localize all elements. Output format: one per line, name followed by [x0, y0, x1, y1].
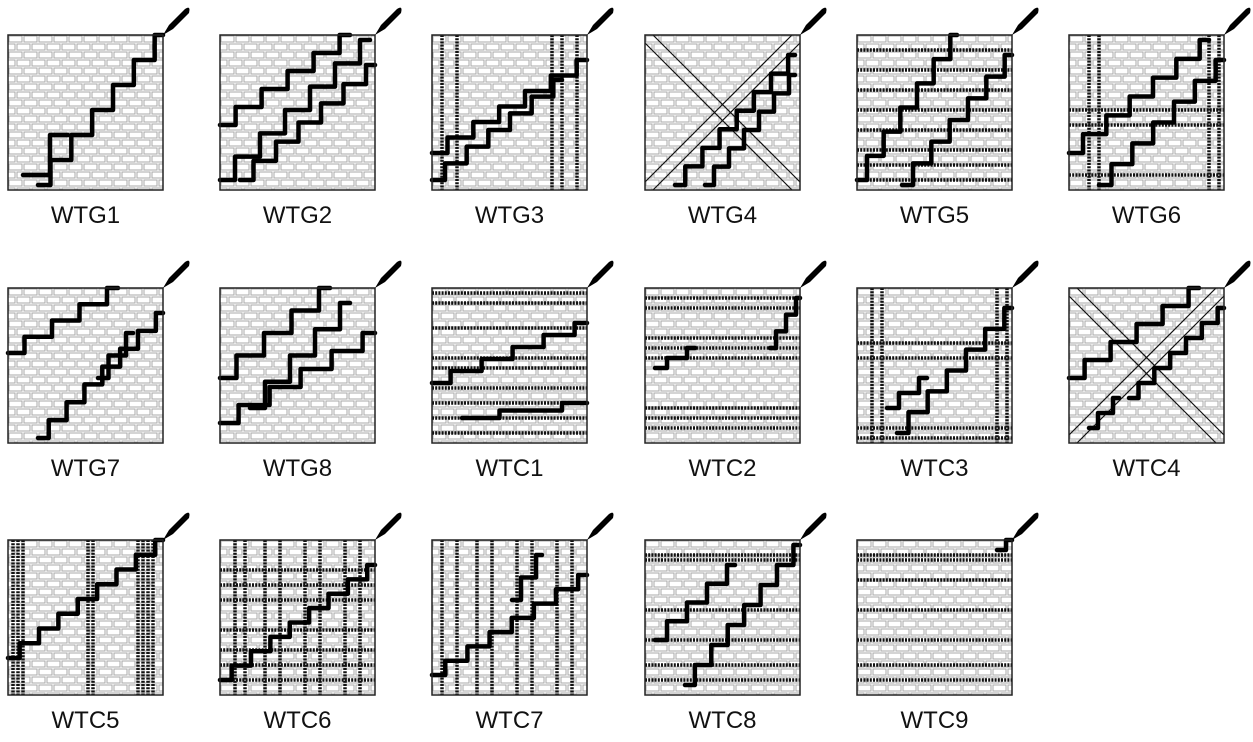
panel: WTC4	[1069, 261, 1251, 482]
panel: WTC6	[220, 513, 402, 734]
pencil	[375, 261, 402, 288]
pencil	[163, 8, 190, 35]
panel: WTC9	[857, 513, 1039, 734]
panel: WTG3	[432, 8, 614, 229]
pencil	[163, 261, 190, 288]
pencil	[1224, 261, 1251, 288]
panel-label: WTG8	[263, 455, 332, 482]
pencil	[800, 261, 827, 288]
panel-label: WTC2	[689, 455, 757, 482]
pencil	[1224, 8, 1251, 35]
panel-label: WTC9	[901, 707, 969, 734]
pencil	[375, 513, 402, 540]
brick-wall	[857, 540, 1012, 695]
brick-wall	[1069, 288, 1224, 443]
pencil	[800, 8, 827, 35]
panel-label: WTC8	[689, 707, 757, 734]
pencil	[1012, 261, 1039, 288]
brick-wall	[220, 35, 375, 190]
pencil	[587, 513, 614, 540]
panel-label: WTG3	[475, 202, 544, 229]
panel-label: WTC6	[264, 707, 332, 734]
panel-label: WTC3	[901, 455, 969, 482]
panel: WTG8	[220, 261, 402, 482]
panel-label: WTG1	[51, 202, 120, 229]
panel-label: WTC4	[1113, 455, 1181, 482]
panel-label: WTC1	[476, 455, 544, 482]
pencil	[163, 513, 190, 540]
panel-label: WTC5	[52, 707, 120, 734]
panel: WTC8	[645, 513, 827, 734]
panel: WTC1	[432, 261, 614, 482]
pencil	[587, 8, 614, 35]
panel: WTC5	[8, 513, 190, 734]
panel-label: WTG7	[51, 455, 120, 482]
panel: WTC3	[857, 261, 1039, 482]
panel: WTC2	[645, 261, 827, 482]
panel-label: WTG6	[1112, 202, 1181, 229]
panel-label: WTC7	[476, 707, 544, 734]
panel: WTG2	[220, 8, 402, 229]
panel: WTG1	[8, 8, 190, 229]
pencil	[800, 513, 827, 540]
pencil	[1012, 8, 1039, 35]
pencil	[1012, 513, 1039, 540]
panel: WTG6	[1069, 8, 1251, 229]
panel: WTG4	[645, 8, 827, 229]
panel: WTC7	[432, 513, 614, 734]
pencil	[587, 261, 614, 288]
panel-label: WTG4	[688, 202, 757, 229]
pencil	[375, 8, 402, 35]
panel-label: WTG5	[900, 202, 969, 229]
panel: WTG7	[8, 261, 190, 482]
brick-wall	[8, 288, 163, 443]
panel-label: WTG2	[263, 202, 332, 229]
panel: WTG5	[857, 8, 1039, 229]
figure: WTG1 WTG2 WTG3 WTG4 WTG5 WTG6 WTG7 WTG8 WTC1 WTC2…	[0, 0, 1253, 742]
